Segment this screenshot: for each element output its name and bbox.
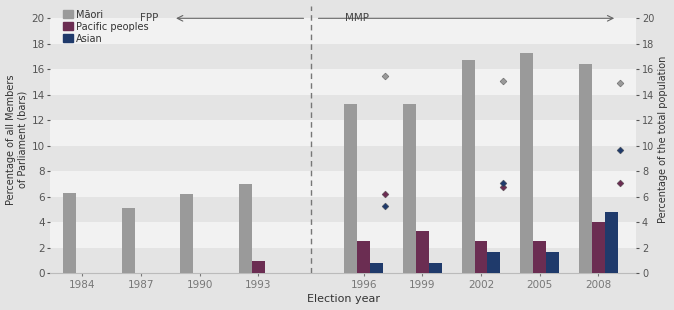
- Bar: [429, 263, 441, 273]
- Bar: [50, 69, 636, 95]
- Bar: [357, 241, 370, 273]
- Y-axis label: Percentage of all Members
of Parliament (bars): Percentage of all Members of Parliament …: [5, 74, 27, 205]
- Bar: [487, 252, 500, 273]
- Bar: [50, 120, 636, 146]
- Bar: [605, 212, 617, 273]
- Legend: Māori, Pacific peoples, Asian: Māori, Pacific peoples, Asian: [61, 8, 151, 46]
- Bar: [579, 64, 592, 273]
- Bar: [239, 184, 252, 273]
- Bar: [50, 171, 636, 197]
- Y-axis label: Percentage of the total population: Percentage of the total population: [658, 56, 669, 223]
- Text: FPP: FPP: [140, 13, 158, 23]
- Bar: [180, 194, 193, 273]
- Bar: [416, 231, 429, 273]
- Bar: [533, 241, 546, 273]
- Bar: [474, 241, 487, 273]
- Bar: [121, 208, 135, 273]
- Bar: [520, 53, 533, 273]
- Bar: [63, 193, 76, 273]
- Bar: [592, 222, 605, 273]
- Bar: [50, 18, 636, 44]
- Bar: [462, 60, 474, 273]
- Bar: [50, 146, 636, 171]
- Bar: [50, 222, 636, 248]
- X-axis label: Election year: Election year: [307, 294, 379, 304]
- Bar: [546, 252, 559, 273]
- Bar: [50, 248, 636, 273]
- Bar: [50, 197, 636, 222]
- Bar: [50, 44, 636, 69]
- Bar: [344, 104, 357, 273]
- Bar: [403, 104, 416, 273]
- Bar: [370, 263, 383, 273]
- Text: MMP: MMP: [345, 13, 369, 23]
- Bar: [50, 95, 636, 120]
- Bar: [252, 261, 265, 273]
